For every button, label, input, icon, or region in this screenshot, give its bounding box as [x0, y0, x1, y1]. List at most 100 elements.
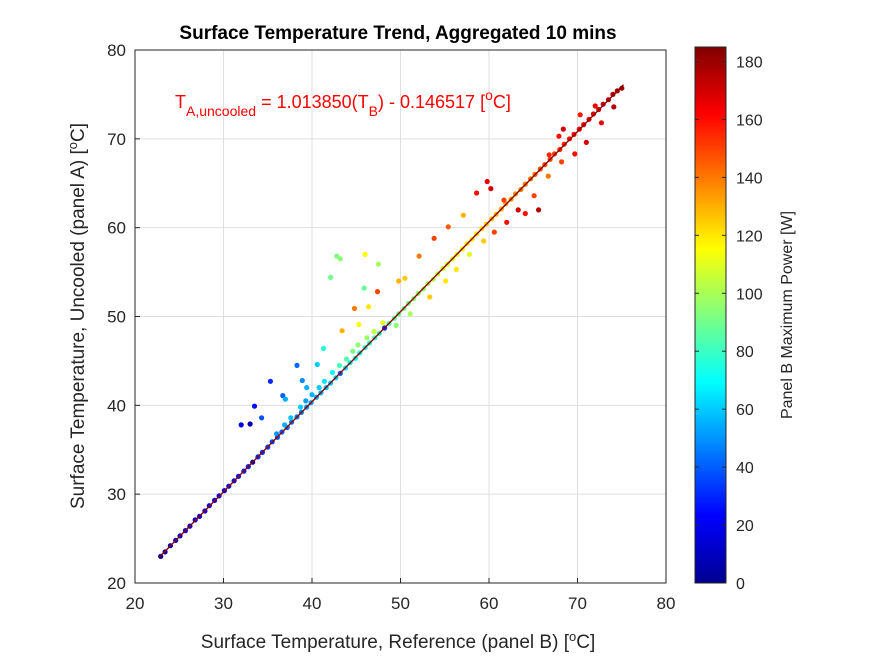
scatter-point: [402, 275, 408, 281]
colorbar-tick-label: 20: [736, 518, 754, 535]
scatter-point: [316, 385, 322, 391]
x-tick-label: 60: [480, 594, 499, 613]
scatter-point: [431, 235, 437, 241]
scatter-point: [559, 159, 565, 165]
colorbar-tick-label: 80: [736, 344, 754, 361]
scatter-point: [416, 253, 422, 259]
scatter-point: [364, 335, 370, 341]
scatter-point: [321, 378, 327, 384]
scatter-point: [328, 274, 334, 280]
scatter-point: [282, 396, 288, 402]
scatter-point: [488, 186, 494, 192]
scatter-point: [288, 415, 294, 421]
scatter-point: [590, 111, 597, 117]
scatter-point: [267, 378, 273, 384]
y-axis-ticks: 20 30 40 50 60 70 80: [107, 41, 140, 593]
scatter-point: [481, 238, 487, 244]
scatter-point: [282, 422, 288, 428]
colorbar-label: Panel B Maximum Power [W]: [779, 211, 796, 419]
scatter-point: [238, 422, 244, 428]
scatter-point: [309, 392, 315, 398]
scatter-point: [546, 152, 552, 158]
fit-line: [159, 84, 625, 558]
colorbar-tick-label: 160: [736, 112, 763, 129]
scatter-point: [610, 91, 616, 97]
y-tick-label: 40: [107, 396, 126, 415]
colorbar-tick-label: 60: [736, 402, 754, 419]
scatter-point: [592, 103, 598, 109]
scatter-point: [453, 266, 459, 272]
colorbar-tick-label: 120: [736, 228, 763, 245]
scatter-point: [374, 289, 381, 295]
colorbar-tick-label: 40: [736, 460, 754, 477]
x-tick-label: 50: [391, 594, 410, 613]
scatter-point: [393, 322, 399, 328]
fit-equation: TA,uncooled = 1.013850(TB) - 0.146517 [o…: [175, 87, 511, 119]
colorbar-tick-label: 140: [736, 170, 763, 187]
scatter-point: [515, 207, 521, 213]
scatter-point: [336, 362, 342, 368]
scatter-point: [362, 251, 368, 257]
scatter-point: [583, 139, 589, 145]
grid-lines: [135, 50, 666, 583]
scatter-point: [460, 212, 466, 218]
scatter-point: [556, 133, 562, 139]
scatter-point: [572, 151, 578, 157]
scatter-point: [551, 151, 558, 157]
scatter-point: [247, 421, 253, 427]
scatter-point: [598, 120, 605, 126]
scatter-point: [303, 398, 309, 404]
y-tick-label: 50: [107, 308, 126, 327]
scatter-point: [299, 377, 305, 384]
scatter-point: [501, 197, 507, 203]
scatter-point: [531, 193, 537, 199]
scatter-point: [356, 321, 362, 328]
scatter-point: [474, 190, 480, 196]
y-axis-label: Surface Temperature, Uncooled (panel A) …: [65, 123, 90, 509]
x-tick-label: 30: [214, 594, 233, 613]
scatter-point: [339, 328, 345, 334]
scatter-point: [366, 304, 372, 310]
colorbar-tick-label: 100: [736, 286, 763, 303]
scatter-point: [297, 404, 304, 410]
scatter-point: [314, 361, 320, 368]
scatter-point: [337, 256, 343, 262]
scatter-point: [466, 251, 473, 257]
x-axis-label: Surface Temperature, Reference (panel B)…: [201, 629, 595, 654]
y-tick-label: 30: [107, 485, 126, 504]
y-tick-label: 80: [107, 41, 126, 60]
scatter-point: [536, 207, 542, 213]
scatter-point: [560, 126, 566, 132]
scatter-point: [259, 415, 265, 421]
scatter-point: [443, 278, 449, 284]
scatter-point: [343, 356, 350, 362]
scatter-point: [351, 305, 358, 312]
scatter-point: [329, 369, 335, 376]
y-tick-label: 70: [107, 130, 126, 149]
scatter-point: [274, 431, 280, 437]
scatter-point: [600, 101, 606, 107]
chart-title: Surface Temperature Trend, Aggregated 10…: [179, 23, 616, 44]
scatter-point: [504, 219, 510, 225]
scatter-point: [251, 403, 258, 409]
scatter-point: [304, 385, 310, 391]
scatter-point: [427, 294, 433, 300]
scatter-point: [491, 229, 497, 235]
scatter-point: [361, 285, 367, 291]
x-tick-label: 20: [126, 594, 145, 613]
colorbar: [694, 46, 727, 584]
scatter-point: [320, 345, 327, 352]
y-tick-label: 20: [107, 574, 126, 593]
y-tick-label: 60: [107, 219, 126, 238]
scatter-point: [355, 342, 361, 348]
scatter-point: [396, 278, 402, 284]
x-axis-ticks: 20 30 40 50 60 70 80: [126, 578, 675, 613]
x-tick-label: 70: [568, 594, 587, 613]
scatter-point: [522, 210, 528, 217]
scatter-point: [334, 253, 340, 259]
scatter-point: [294, 362, 300, 368]
colorbar-tick-label: 0: [736, 576, 745, 593]
scatter-point: [407, 311, 413, 317]
x-tick-label: 40: [303, 594, 322, 613]
